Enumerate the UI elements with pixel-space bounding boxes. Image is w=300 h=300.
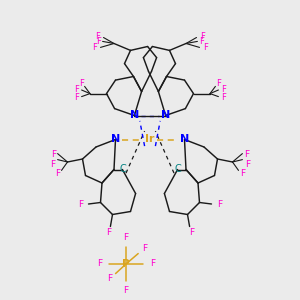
Text: F: F — [216, 80, 221, 88]
Text: F: F — [92, 44, 97, 52]
Text: F: F — [142, 244, 147, 253]
Text: F: F — [123, 233, 129, 242]
Text: N: N — [130, 110, 139, 121]
Text: F: F — [240, 169, 245, 178]
Text: F: F — [78, 200, 83, 209]
Text: F: F — [74, 85, 79, 94]
Text: F: F — [79, 80, 84, 88]
Text: P: P — [122, 259, 130, 269]
Text: F: F — [50, 160, 55, 169]
Text: F: F — [244, 150, 249, 159]
Text: F: F — [55, 169, 60, 178]
Text: C: C — [119, 164, 126, 175]
Text: F: F — [221, 85, 226, 94]
Text: F: F — [107, 274, 112, 284]
Text: F: F — [123, 286, 129, 295]
Text: F: F — [245, 160, 250, 169]
Text: F: F — [221, 93, 226, 102]
Text: F: F — [199, 37, 204, 46]
Text: C: C — [174, 164, 181, 175]
Text: F: F — [74, 93, 79, 102]
Text: F: F — [97, 260, 102, 268]
Text: N: N — [180, 134, 189, 145]
Text: Ir: Ir — [145, 134, 155, 145]
Text: F: F — [95, 32, 100, 41]
Text: F: F — [189, 228, 194, 237]
Text: N: N — [161, 110, 170, 121]
Text: N: N — [111, 134, 120, 145]
Text: F: F — [203, 44, 208, 52]
Text: F: F — [200, 32, 205, 41]
Text: F: F — [51, 150, 56, 159]
Text: F: F — [96, 37, 101, 46]
Text: F: F — [150, 260, 155, 268]
Text: F: F — [106, 228, 111, 237]
Text: F: F — [217, 200, 222, 209]
